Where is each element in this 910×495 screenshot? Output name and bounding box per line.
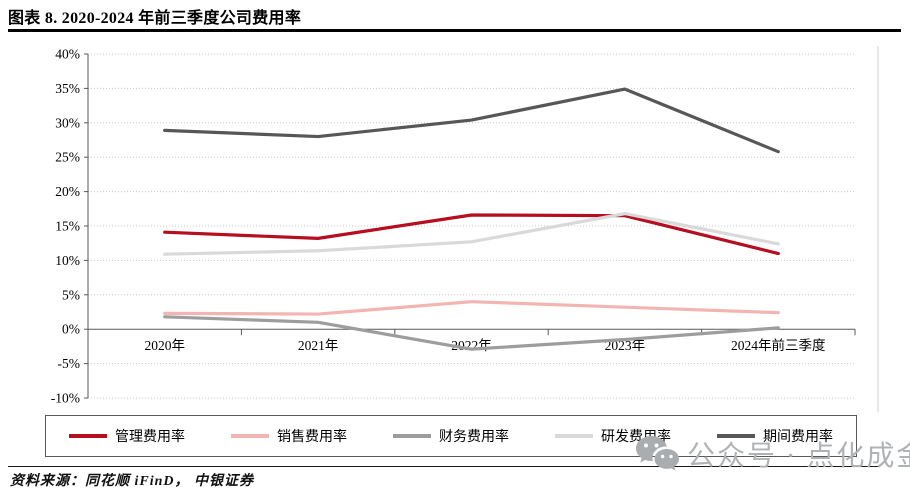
legend-line-swatch (69, 434, 107, 438)
series-line (163, 315, 780, 351)
y-axis-label: -5% (58, 356, 81, 371)
legend-line-swatch (555, 434, 593, 438)
y-axis-label: 30% (55, 115, 80, 130)
x-axis-label: 2020年 (144, 338, 185, 353)
legend-label: 销售费用率 (277, 430, 347, 445)
legend-line-swatch (717, 434, 755, 438)
legend-label: 期间费用率 (763, 430, 833, 445)
legend-line-swatch (231, 434, 269, 438)
legend-item: 期间费用率 (694, 426, 856, 446)
figure-title: 图表 8. 2020-2024 年前三季度公司费用率 (8, 10, 302, 27)
y-axis-label: 40% (55, 47, 80, 62)
legend-item: 销售费用率 (208, 426, 370, 446)
y-axis-label: 25% (55, 150, 80, 165)
chart-legend: 管理费用率 销售费用率 财务费用率 研发费用率 期间费用率 (45, 415, 857, 457)
watermark-text: 公众号 · 点化成金 (687, 441, 910, 472)
y-axis-label: -10% (51, 391, 80, 406)
source-divider (8, 466, 880, 467)
legend-item: 管理费用率 (46, 426, 208, 446)
legend-label: 管理费用率 (115, 430, 185, 445)
legend-item: 财务费用率 (370, 426, 532, 446)
legend-line-swatch (393, 434, 431, 438)
watermark: 公众号 · 点化成金 (634, 434, 910, 474)
y-axis-label: 5% (62, 287, 80, 302)
source-note: 资料来源：同花顺 iFinD， 中银证券 (10, 474, 255, 489)
wechat-icon (636, 436, 679, 471)
y-axis-label: 35% (55, 81, 80, 96)
series-line (163, 87, 780, 154)
chart-canvas: 40% 35% 30% 25% 20% 15% 10% 5% 0% -5% -10% 2020年 202… (51, 46, 879, 412)
expense-ratio-line-chart: 40% 35% 30% 25% 20% 15% 10% 5% 0% -5% -10% 2020年 202… (0, 40, 910, 416)
series-line (163, 300, 780, 316)
y-axis-label: 20% (55, 184, 80, 199)
x-axis-label: 2023年 (605, 338, 646, 353)
title-divider (8, 29, 901, 32)
legend-label: 财务费用率 (439, 430, 509, 445)
series-line (163, 213, 780, 256)
y-axis-label: 0% (62, 322, 80, 337)
y-axis-label: 10% (55, 253, 80, 268)
y-axis-label: 15% (55, 219, 80, 234)
x-axis-label: 2024年前三季度 (731, 337, 826, 353)
x-axis-label: 2021年 (298, 338, 339, 353)
series-line (163, 212, 780, 256)
